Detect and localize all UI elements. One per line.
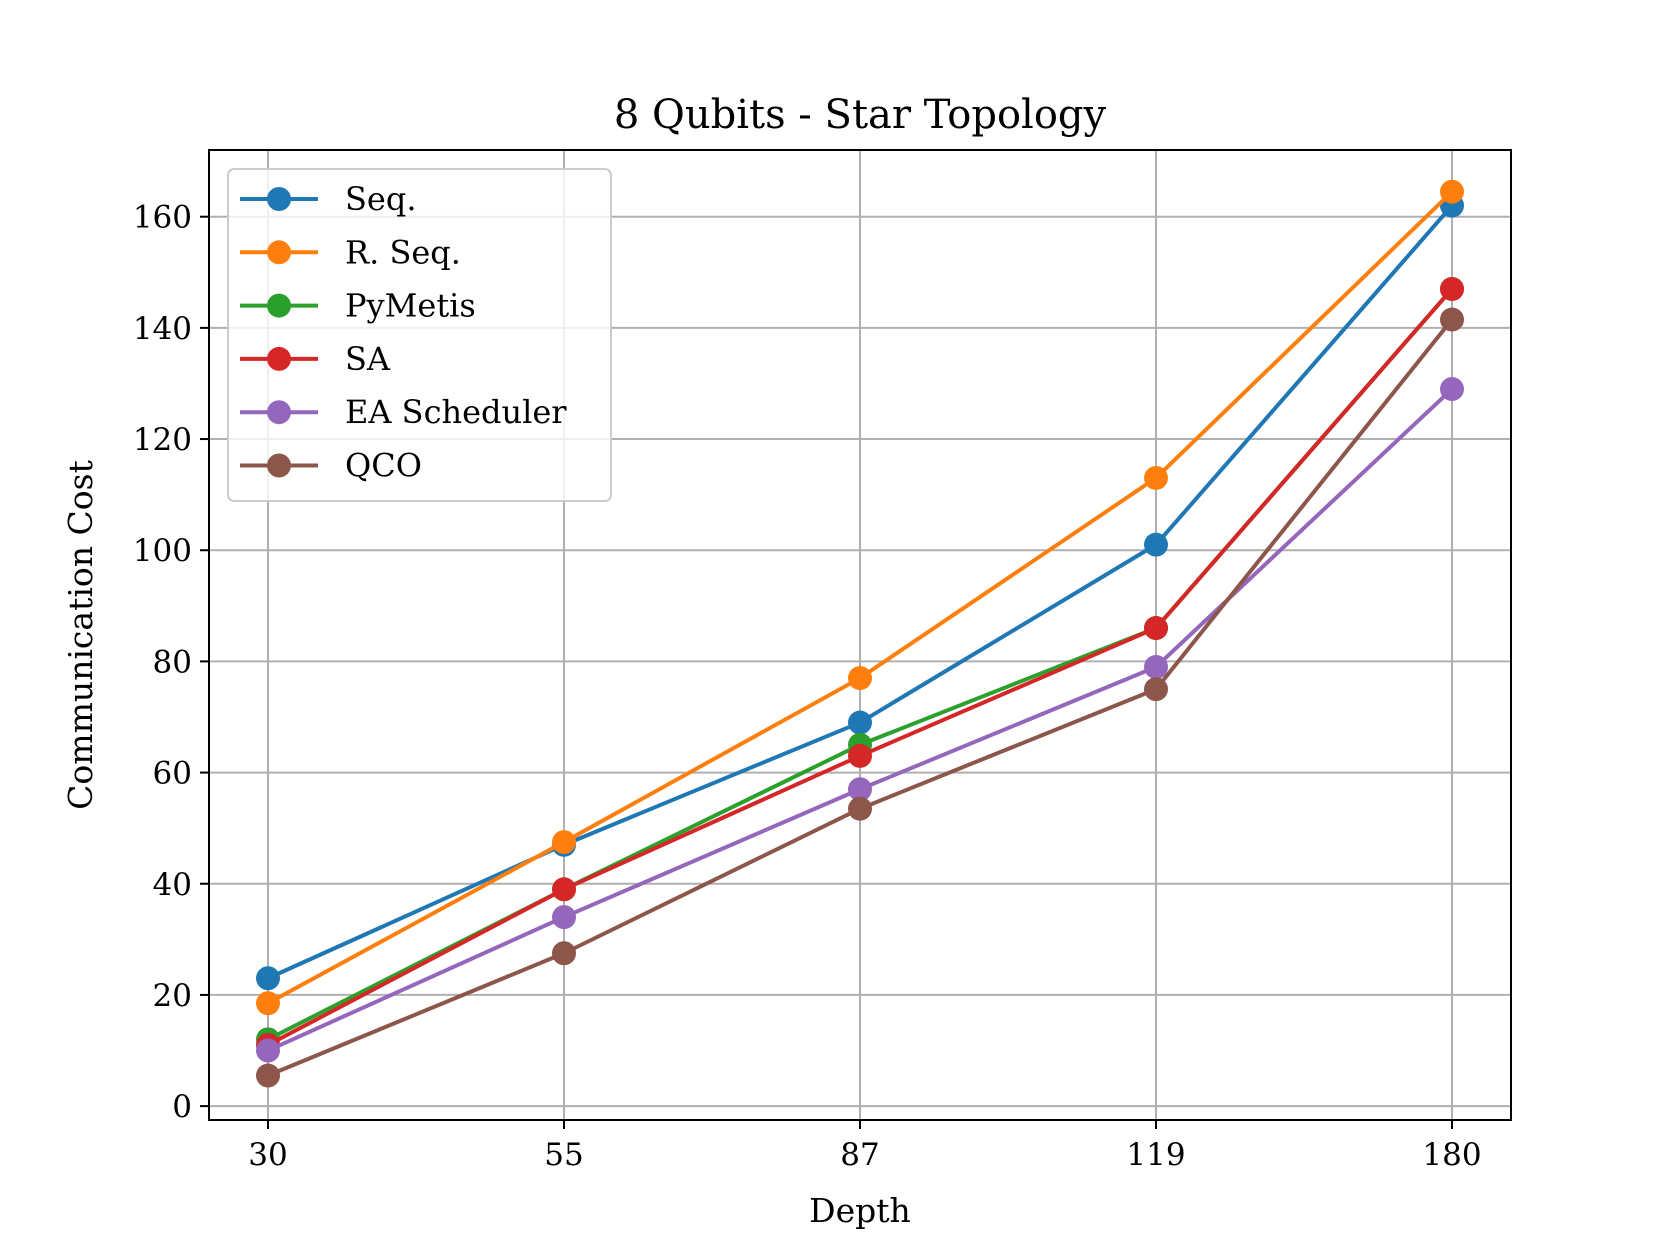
data-point <box>848 743 872 768</box>
ticks-layer: 30 55 87 119 180 0 20 40 60 80 100 120 140 160 <box>133 200 1482 1173</box>
legend-marker <box>267 187 291 211</box>
y-axis-label: Communication Cost <box>61 460 100 810</box>
data-point <box>552 830 576 855</box>
data-point <box>848 777 872 802</box>
legend-label: PyMetis <box>345 287 476 325</box>
data-point <box>552 905 576 930</box>
x-axis-label: Depth <box>809 1191 911 1230</box>
data-point <box>1440 276 1464 301</box>
y-tick-label: 120 <box>133 422 192 458</box>
y-tick-label: 100 <box>133 533 192 569</box>
legend-label: R. Seq. <box>345 233 461 271</box>
data-point <box>848 666 872 691</box>
data-point <box>1144 465 1168 490</box>
data-point <box>256 1038 280 1063</box>
series-ea-scheduler <box>256 377 1464 1063</box>
x-tick-label: 55 <box>544 1137 583 1173</box>
data-point <box>256 1063 280 1088</box>
data-point <box>1144 654 1168 679</box>
legend-label: QCO <box>345 447 422 485</box>
legend-label: Seq. <box>345 180 417 218</box>
legend-marker <box>267 293 291 318</box>
data-point <box>552 941 576 966</box>
legend-marker <box>267 453 291 478</box>
y-tick-label: 20 <box>153 978 192 1014</box>
data-point <box>256 991 280 1016</box>
y-tick-label: 80 <box>153 644 192 680</box>
data-point <box>1144 616 1168 641</box>
data-point <box>256 966 280 991</box>
y-tick-label: 160 <box>133 200 192 236</box>
data-point <box>1440 179 1464 204</box>
x-tick-label: 30 <box>248 1137 287 1173</box>
y-tick-label: 140 <box>133 311 192 347</box>
series-r-seq <box>256 179 1464 1016</box>
data-point <box>1144 677 1168 702</box>
data-point <box>1144 532 1168 557</box>
chart-title: 8 Qubits - Star Topology <box>614 92 1107 138</box>
y-tick-label: 0 <box>172 1089 192 1125</box>
grid-layer <box>209 150 1511 1120</box>
data-point <box>1440 377 1464 402</box>
legend-box <box>227 168 612 502</box>
x-tick-label: 119 <box>1126 1137 1185 1173</box>
data-point <box>1440 307 1464 332</box>
y-tick-label: 40 <box>153 867 192 903</box>
legend-label: EA Scheduler <box>345 393 567 431</box>
legend-marker <box>267 240 291 265</box>
series-layer <box>256 179 1464 1088</box>
data-point <box>848 796 872 821</box>
x-tick-label: 87 <box>840 1137 879 1173</box>
series-qco <box>256 307 1464 1088</box>
legend-marker <box>267 400 291 425</box>
x-tick-label: 180 <box>1422 1137 1481 1173</box>
data-point <box>552 877 576 902</box>
legend-label: SA <box>345 340 391 378</box>
legend-marker <box>267 346 291 371</box>
legend: Seq. R. Seq. PyMetis SA EA Scheduler QCO <box>227 168 612 502</box>
data-point <box>848 710 872 735</box>
y-tick-label: 60 <box>153 756 192 792</box>
